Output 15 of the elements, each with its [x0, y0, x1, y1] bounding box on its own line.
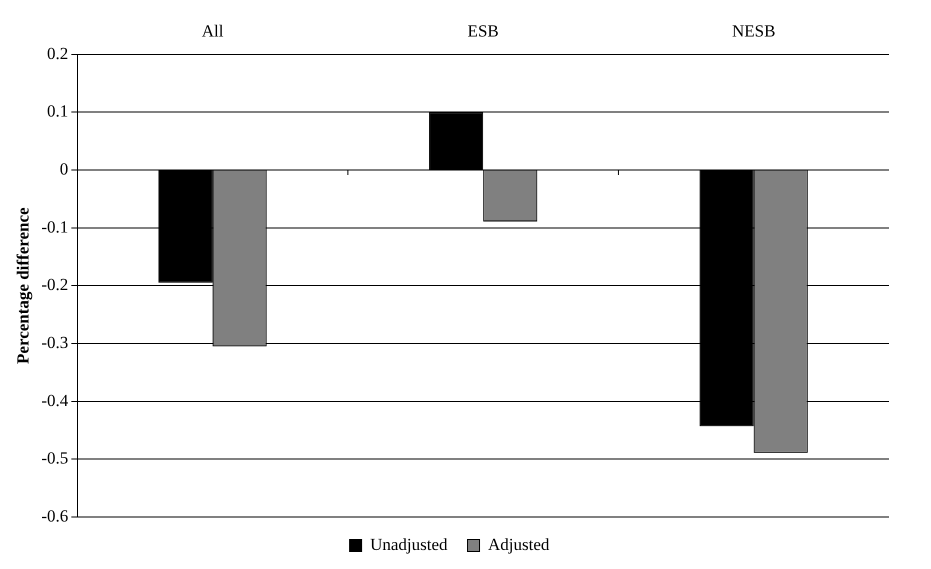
y-tick-label: 0 — [60, 160, 68, 179]
y-axis-title: Percentage difference — [14, 206, 33, 364]
x-tick-label: All — [202, 22, 224, 41]
y-tick-label: 0.2 — [47, 44, 68, 63]
y-tick-label: 0.1 — [47, 102, 68, 121]
y-tick-label: -0.4 — [41, 390, 69, 410]
x-tick-label: ESB — [468, 22, 499, 41]
x-tick-label: NESB — [732, 22, 776, 41]
y-tick-label: -0.5 — [41, 448, 68, 468]
y-tick-label: -0.2 — [41, 275, 68, 294]
legend-label: Unadjusted — [370, 534, 448, 554]
y-tick-label: -0.1 — [41, 217, 68, 236]
y-tick-label: -0.3 — [41, 332, 68, 352]
legend-label: Adjusted — [488, 534, 550, 554]
y-tick-label: -0.6 — [41, 506, 68, 526]
